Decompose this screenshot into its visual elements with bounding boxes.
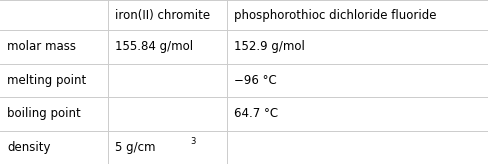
Text: density: density	[7, 141, 50, 154]
Text: 64.7 °C: 64.7 °C	[234, 107, 278, 120]
Text: 5 g/cm: 5 g/cm	[114, 141, 155, 154]
Text: molar mass: molar mass	[7, 40, 76, 53]
Text: 152.9 g/mol: 152.9 g/mol	[234, 40, 305, 53]
Text: boiling point: boiling point	[7, 107, 81, 120]
Text: −96 °C: −96 °C	[234, 74, 277, 87]
Text: iron(II) chromite: iron(II) chromite	[114, 9, 209, 21]
Text: 155.84 g/mol: 155.84 g/mol	[114, 40, 192, 53]
Text: melting point: melting point	[7, 74, 86, 87]
Text: 3: 3	[190, 137, 195, 146]
Text: phosphorothioc dichloride fluoride: phosphorothioc dichloride fluoride	[234, 9, 436, 21]
